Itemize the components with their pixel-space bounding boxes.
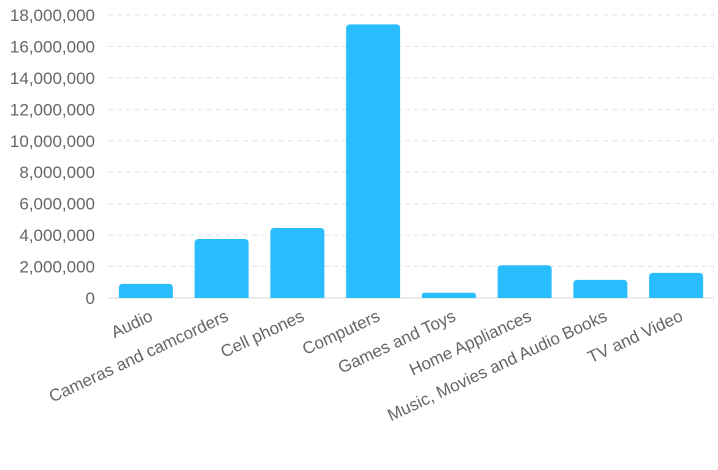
bars — [118, 24, 704, 299]
y-tick-label: 18,000,000 — [10, 6, 95, 25]
y-tick-label: 6,000,000 — [19, 195, 95, 214]
y-tick-label: 14,000,000 — [10, 69, 95, 88]
y-tick-label: 16,000,000 — [10, 37, 95, 56]
bar[interactable] — [421, 292, 476, 298]
bar[interactable] — [118, 283, 173, 298]
bar[interactable] — [573, 279, 628, 298]
y-tick-label: 0 — [86, 289, 95, 308]
y-tick-label: 12,000,000 — [10, 100, 95, 119]
y-tick-label: 2,000,000 — [19, 258, 95, 277]
bar[interactable] — [649, 272, 704, 298]
bar[interactable] — [270, 228, 325, 298]
bar[interactable] — [194, 239, 249, 298]
x-tick-label: Cell phones — [218, 306, 307, 361]
bar[interactable] — [346, 24, 401, 299]
y-tick-label: 8,000,000 — [19, 163, 95, 182]
y-tick-label: 10,000,000 — [10, 132, 95, 151]
y-tick-label: 4,000,000 — [19, 226, 95, 245]
x-tick-label: Audio — [108, 306, 155, 342]
bar[interactable] — [497, 265, 552, 298]
y-axis-ticks: 0 2,000,000 4,000,000 6,000,000 8,000,000 10,… — [10, 6, 95, 308]
